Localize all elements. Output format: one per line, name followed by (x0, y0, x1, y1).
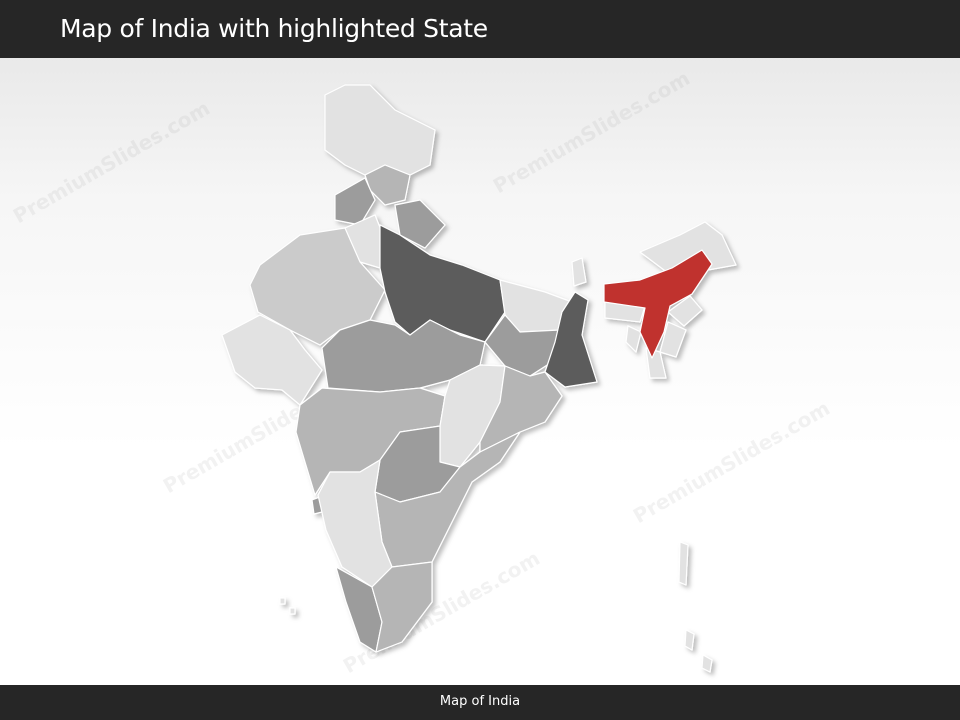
region-punjab[interactable] (334, 177, 376, 226)
region-andaman-islands[interactable] (678, 541, 689, 586)
region-sikkim[interactable] (571, 257, 587, 287)
region-nicobar-islands[interactable] (684, 629, 695, 651)
region-odisha[interactable] (479, 365, 563, 453)
region-karnataka[interactable] (317, 459, 393, 588)
slide-footer: Map of India (0, 685, 960, 720)
region-uttarakhand[interactable] (394, 199, 446, 249)
region-tripura[interactable] (625, 325, 642, 353)
region-nicobar-islands[interactable] (701, 654, 713, 673)
region-nagaland[interactable] (667, 295, 703, 327)
region-lakshadweep[interactable] (289, 607, 296, 615)
region-manipur[interactable] (659, 321, 687, 358)
region-jammu-kashmir[interactable] (324, 84, 436, 176)
slide-title: Map of India with highlighted State (60, 14, 488, 43)
region-lakshadweep[interactable] (279, 597, 286, 605)
region-tamil-nadu[interactable] (371, 561, 433, 653)
region-gujarat[interactable] (221, 314, 323, 406)
region-uttar-pradesh[interactable] (379, 224, 506, 343)
slide-header: Map of India with highlighted State (0, 0, 960, 58)
region-assam[interactable] (603, 249, 713, 359)
region-chhattisgarh[interactable] (439, 364, 506, 468)
footer-label: Map of India (439, 694, 521, 709)
region-west-bengal[interactable] (544, 291, 598, 388)
